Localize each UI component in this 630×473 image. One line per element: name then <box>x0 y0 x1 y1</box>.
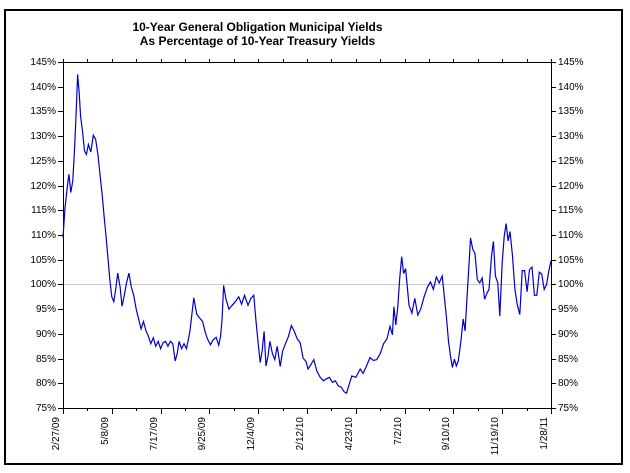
chart-title-line2: As Percentage of 10-Year Treasury Yields <box>139 34 376 48</box>
y-axis-label-right: 145% <box>558 56 584 68</box>
y-axis-label-right: 115% <box>558 204 583 216</box>
y-axis-label-right: 80% <box>558 377 579 389</box>
y-axis-label-left: 105% <box>30 254 56 266</box>
y-axis-label-left: 135% <box>30 105 56 117</box>
y-axis-label-left: 95% <box>35 303 56 315</box>
plot-border <box>63 62 552 409</box>
y-axis-label-right: 140% <box>558 81 584 93</box>
y-axis-label-left: 90% <box>35 328 56 340</box>
y-axis-label-right: 95% <box>558 303 579 315</box>
y-axis-label-right: 85% <box>558 353 579 365</box>
y-axis-label-right: 110% <box>558 229 583 241</box>
yield-ratio-line <box>62 74 552 395</box>
y-axis-label-left: 140% <box>30 81 56 93</box>
y-axis-label-left: 75% <box>35 402 56 414</box>
y-axis-label-right: 100% <box>558 278 584 290</box>
y-axis-label-left: 125% <box>30 155 56 167</box>
y-axis-label-left: 100% <box>30 278 56 290</box>
y-axis-label-left: 130% <box>30 130 56 142</box>
y-axis-label-right: 125% <box>558 155 584 167</box>
y-axis-label-left: 120% <box>30 180 56 192</box>
chart-title-line1: 10-Year General Obligation Municipal Yie… <box>132 20 383 34</box>
y-axis-label-right: 90% <box>558 328 579 340</box>
y-axis-label-right: 120% <box>558 180 584 192</box>
y-axis-label-left: 85% <box>35 353 56 365</box>
y-axis-label-left: 115% <box>31 204 56 216</box>
chart-title: 10-Year General Obligation Municipal Yie… <box>5 20 510 48</box>
y-axis-label-left: 145% <box>30 56 56 68</box>
chart-outer-border <box>4 9 623 465</box>
y-axis-label-left: 110% <box>31 229 56 241</box>
y-axis-label-right: 75% <box>558 402 579 414</box>
y-axis-label-right: 130% <box>558 130 584 142</box>
y-axis-label-right: 105% <box>558 254 584 266</box>
y-axis-label-left: 80% <box>35 377 56 389</box>
y-axis-label-right: 135% <box>558 105 584 117</box>
